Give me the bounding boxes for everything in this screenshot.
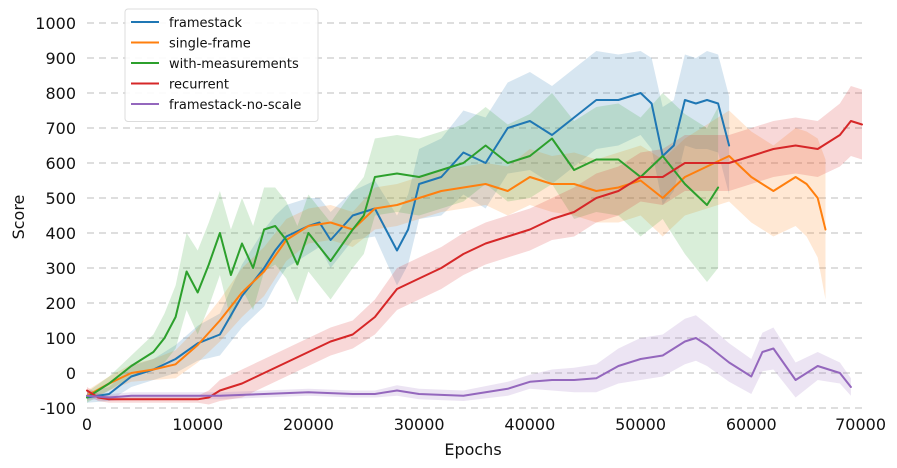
- y-tick-label: 100: [45, 329, 76, 348]
- legend-label: framestack: [169, 16, 243, 31]
- line-framestack: [86, 92, 731, 399]
- legend-label: single-frame: [169, 37, 251, 52]
- y-tick-label: -100: [40, 399, 76, 418]
- band-recurrent: [87, 86, 862, 405]
- x-tick-label: 50000: [615, 415, 666, 434]
- legend-label: with-measurements: [169, 57, 299, 72]
- y-tick-label: 0: [66, 364, 76, 383]
- x-tick-label: 70000: [835, 415, 886, 434]
- line-framestack-no-scale: [86, 337, 852, 399]
- y-tick-label: 200: [45, 294, 76, 313]
- grid-lines: [87, 22, 862, 409]
- x-tick-label: 30000: [394, 415, 445, 434]
- y-tick-label: 700: [45, 119, 76, 138]
- y-axis-ticks: -100 0 100 200 300 400 500 600 700 800 900 1000: [35, 14, 76, 418]
- x-tick-label: 20000: [283, 415, 334, 434]
- x-axis-label: Epochs: [444, 440, 501, 459]
- band-with-measurements: [87, 93, 719, 403]
- line-single-frame: [86, 155, 827, 397]
- y-axis-label: Score: [9, 195, 28, 240]
- line-with-measurements: [86, 137, 720, 399]
- y-tick-label: 900: [45, 49, 76, 68]
- series-lines: [86, 92, 863, 401]
- x-tick-label: 60000: [726, 415, 777, 434]
- band-framestack-no-scale: [87, 315, 851, 401]
- y-tick-label: 600: [45, 154, 76, 173]
- y-tick-label: 1000: [35, 14, 76, 33]
- line-recurrent: [86, 120, 863, 401]
- legend-label: recurrent: [169, 78, 229, 93]
- legend-label: framestack-no-scale: [169, 98, 301, 113]
- y-tick-label: 800: [45, 84, 76, 103]
- y-tick-label: 500: [45, 189, 76, 208]
- x-axis-ticks: 0 10000 20000 30000 40000 50000 60000 70000: [82, 415, 886, 434]
- legend-box: [124, 8, 319, 122]
- legend: framestack single-frame with-measurements r…: [124, 8, 319, 122]
- y-tick-label: 300: [45, 259, 76, 278]
- band-single-frame: [87, 110, 826, 401]
- x-tick-label: 40000: [504, 415, 555, 434]
- y-tick-label: 400: [45, 224, 76, 243]
- x-tick-label: 10000: [172, 415, 223, 434]
- x-tick-label: 0: [82, 415, 92, 434]
